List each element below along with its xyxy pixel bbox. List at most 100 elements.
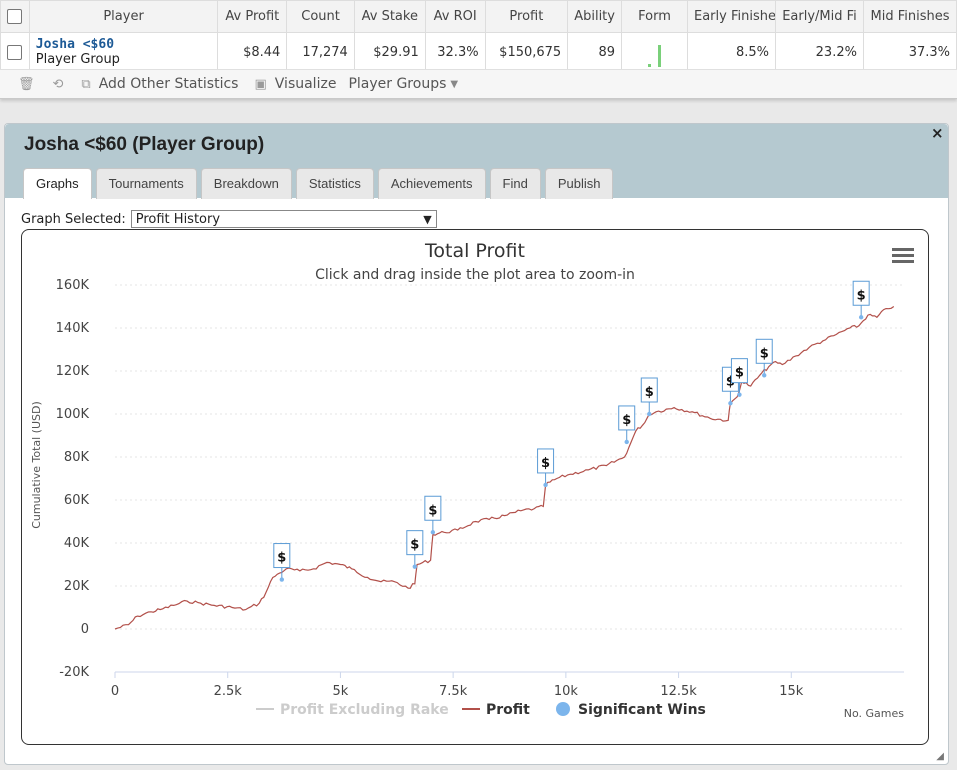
player-groups-label: Player Groups bbox=[348, 76, 447, 92]
tab-statistics[interactable]: Statistics bbox=[295, 168, 374, 199]
win-point bbox=[430, 530, 436, 535]
legend-label-significant-wins: Significant Wins bbox=[578, 702, 706, 718]
y-axis-label: Cumulative Total (USD) bbox=[30, 401, 43, 529]
win-point bbox=[647, 411, 652, 417]
chart-grid bbox=[115, 284, 904, 673]
y-tick-label: 20K bbox=[64, 579, 90, 594]
win-point bbox=[737, 392, 742, 397]
y-axis-ticks: -20K 0 20K 40K 60K 80K 100K 120K 140K 160K bbox=[56, 278, 90, 680]
y-tick-label: 140K bbox=[56, 321, 90, 336]
image-icon: ▣ bbox=[254, 76, 267, 92]
visualize-button[interactable]: ▣ Visualize bbox=[254, 76, 336, 92]
column-header-early-finishes[interactable]: Early Finishe bbox=[687, 0, 776, 33]
table-toolbar: 🗑 ⟲ ⧉ Add Other Statistics ▣ Visualize Pla… bbox=[0, 69, 957, 98]
tab-find[interactable]: Find bbox=[489, 168, 541, 199]
ability-cell: 89 bbox=[567, 32, 622, 72]
add-statistics-button[interactable]: ⧉ Add Other Statistics bbox=[81, 76, 238, 92]
refresh-button[interactable]: ⟲ bbox=[53, 77, 72, 92]
tab-tournaments[interactable]: Tournaments bbox=[95, 168, 197, 199]
column-header-early-mid-finishes[interactable]: Early/Mid Fi bbox=[775, 0, 864, 33]
win-point bbox=[728, 401, 733, 406]
flag-box bbox=[424, 495, 442, 521]
row-checkbox[interactable] bbox=[7, 44, 23, 60]
dollar-icon: $ bbox=[857, 288, 866, 303]
legend-item-significant-wins[interactable]: Significant Wins bbox=[556, 702, 706, 718]
column-header-player[interactable]: Player bbox=[28, 0, 219, 33]
graph-selector-row: Graph Selected: Profit History ▼ bbox=[21, 210, 437, 228]
profit-series-line[interactable] bbox=[114, 306, 895, 630]
close-icon[interactable]: × bbox=[931, 124, 944, 142]
tab-graphs[interactable]: Graphs bbox=[23, 168, 92, 199]
column-header-av-profit[interactable]: Av Profit bbox=[217, 0, 288, 33]
column-header-count[interactable]: Count bbox=[286, 0, 355, 33]
flag-box bbox=[273, 543, 291, 569]
early-finishes-cell: 8.5% bbox=[687, 32, 776, 72]
graph-select[interactable]: Profit History ▼ bbox=[130, 210, 437, 228]
delete-button[interactable]: 🗑 bbox=[18, 77, 43, 92]
tab-breakdown[interactable]: Breakdown bbox=[200, 168, 292, 199]
y-tick-label: 120K bbox=[56, 364, 90, 379]
player-groups-dropdown[interactable]: Player Groups ▼ bbox=[348, 76, 458, 92]
column-header-ability[interactable]: Ability bbox=[567, 0, 622, 33]
column-header-mid-finishes[interactable]: Mid Finishes bbox=[862, 0, 957, 33]
significant-win-flag[interactable]: $ bbox=[730, 358, 748, 397]
column-header-av-stake[interactable]: Av Stake bbox=[353, 0, 426, 33]
graph-select-value: Profit History bbox=[135, 212, 221, 227]
statistics-table: Player Av Profit Count Av Stake Av ROI P… bbox=[0, 0, 957, 72]
significant-win-flag[interactable]: $ bbox=[424, 495, 442, 535]
statistics-table-panel: Player Av Profit Count Av Stake Av ROI P… bbox=[0, 0, 957, 99]
av-roi-cell: 32.3% bbox=[424, 32, 486, 72]
win-point bbox=[858, 315, 864, 320]
select-all-checkbox[interactable] bbox=[7, 9, 23, 24]
x-tick-label: 2.5k bbox=[214, 684, 243, 699]
profit-chart[interactable]: -20K 0 20K 40K 60K 80K 100K 120K 140K 160K 0 2.5k 5… bbox=[22, 230, 928, 744]
significant-win-flag[interactable]: $ bbox=[640, 377, 658, 417]
significant-win-flag[interactable]: $ bbox=[273, 543, 291, 582]
tab-achievements[interactable]: Achievements bbox=[377, 168, 486, 199]
player-name-link[interactable]: Josha <$60 bbox=[35, 37, 115, 52]
chart-legend: Profit Excluding Rake Profit Significant… bbox=[256, 702, 706, 718]
visualize-label: Visualize bbox=[274, 76, 337, 92]
table-header-row: Player Av Profit Count Av Stake Av ROI P… bbox=[0, 0, 957, 33]
chart-title: Total Profit bbox=[424, 240, 525, 262]
trash-icon: 🗑 bbox=[18, 76, 35, 92]
profit-cell: $150,675 bbox=[484, 32, 569, 72]
legend-item-profit[interactable]: Profit bbox=[462, 702, 530, 718]
y-tick-label: 80K bbox=[64, 450, 90, 465]
tab-publish[interactable]: Publish bbox=[544, 168, 614, 199]
x-tick-label: 15k bbox=[779, 684, 804, 699]
chevron-down-icon: ▼ bbox=[423, 213, 432, 226]
dollar-icon: $ bbox=[410, 538, 419, 553]
x-tick-label: 5k bbox=[333, 684, 349, 699]
chart-menu-icon[interactable] bbox=[892, 248, 914, 263]
table-row[interactable]: Josha <$60 Player Group $8.44 17,274 $29… bbox=[0, 32, 957, 72]
player-type: Player Group bbox=[35, 52, 120, 67]
flag-box bbox=[406, 530, 424, 556]
x-tick-label: 10k bbox=[554, 684, 579, 699]
legend-label-profit-excluding-rake: Profit Excluding Rake bbox=[280, 702, 449, 718]
av-profit-cell: $8.44 bbox=[217, 32, 288, 72]
row-select-cell bbox=[0, 32, 30, 72]
column-header-profit[interactable]: Profit bbox=[484, 0, 569, 33]
y-tick-label: 100K bbox=[56, 407, 90, 422]
dollar-icon: $ bbox=[277, 551, 286, 566]
resize-handle-icon[interactable]: ◢ bbox=[936, 751, 944, 762]
dollar-icon: $ bbox=[645, 385, 654, 400]
significant-win-flag[interactable]: $ bbox=[406, 530, 424, 569]
dollar-icon: $ bbox=[735, 366, 744, 381]
x-axis-label: No. Games bbox=[844, 707, 905, 720]
refresh-icon: ⟲ bbox=[52, 76, 64, 92]
chart-menu-icon-bar bbox=[892, 248, 914, 251]
column-header-av-roi[interactable]: Av ROI bbox=[424, 0, 486, 33]
form-bar bbox=[648, 64, 652, 67]
column-header-form[interactable]: Form bbox=[620, 0, 689, 33]
significant-win-flag[interactable]: $ bbox=[852, 280, 870, 320]
legend-item-profit-excluding-rake[interactable]: Profit Excluding Rake bbox=[256, 702, 449, 718]
add-statistics-label: Add Other Statistics bbox=[98, 76, 239, 92]
panel-title: Josha <$60 (Player Group) bbox=[24, 134, 265, 155]
significant-win-flag[interactable]: $ bbox=[618, 405, 636, 445]
significant-win-flag[interactable]: $ bbox=[537, 448, 555, 488]
significant-win-flag[interactable]: $ bbox=[755, 338, 773, 378]
add-window-icon: ⧉ bbox=[81, 76, 91, 92]
legend-marker-significant-wins bbox=[556, 702, 570, 716]
